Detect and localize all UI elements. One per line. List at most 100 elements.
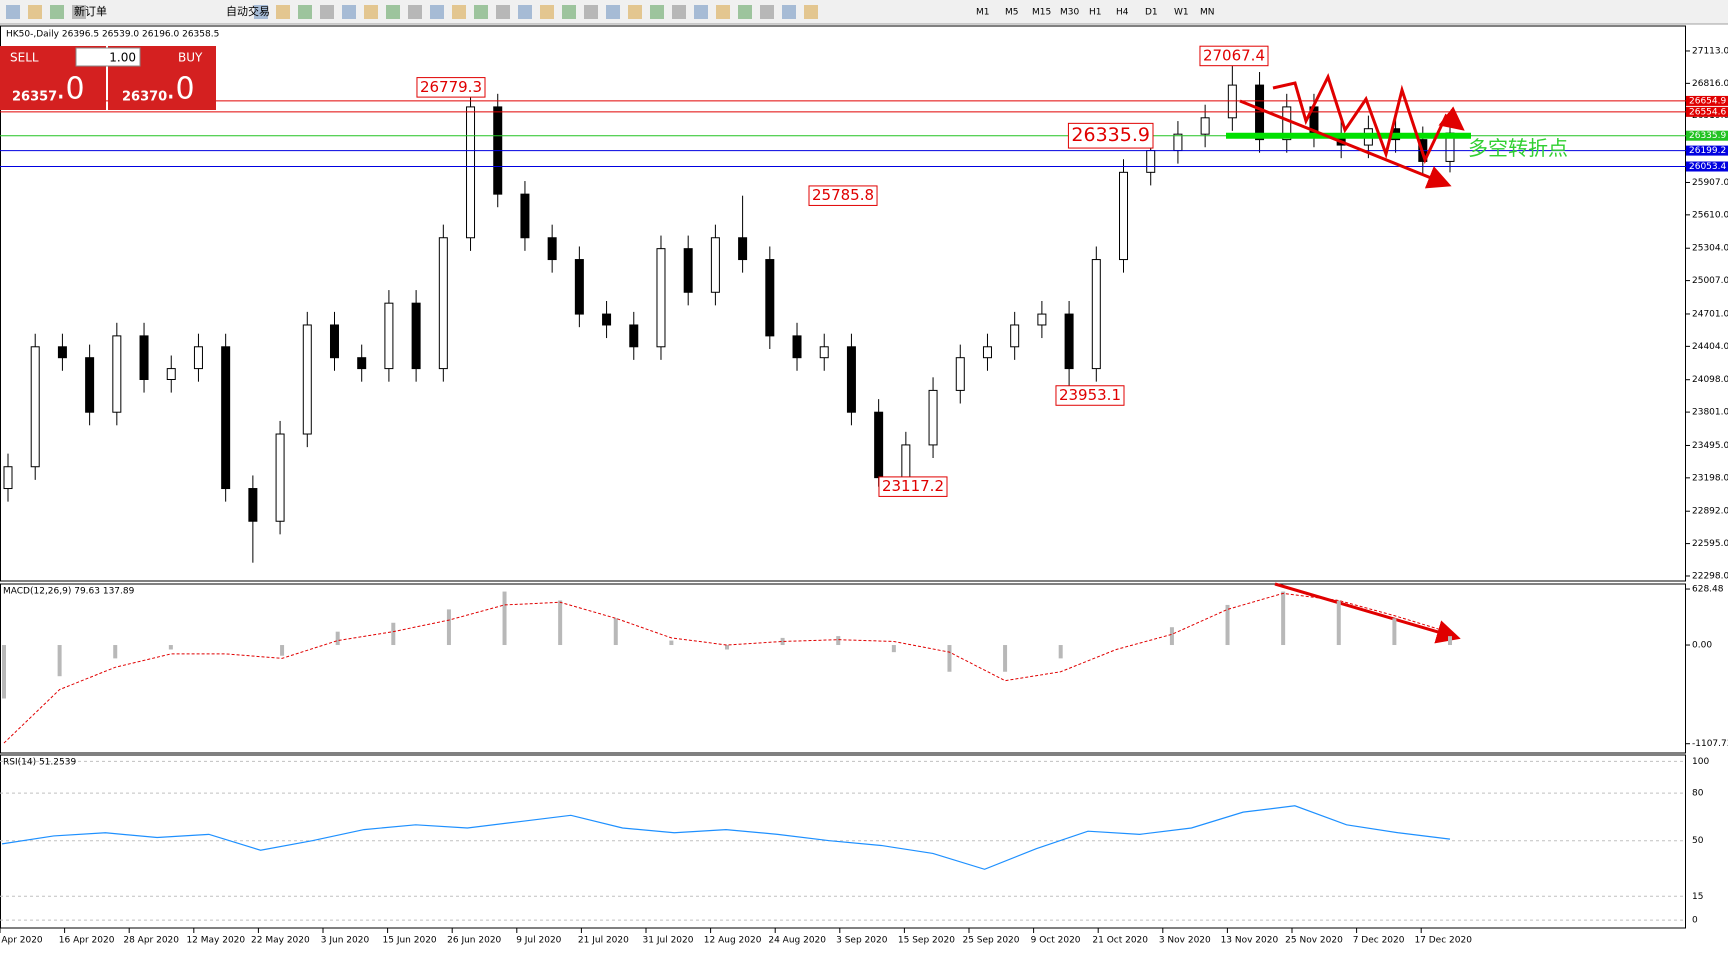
candle-body: [30, 346, 40, 468]
toolbar-icon[interactable]: [386, 5, 400, 19]
timeframe-button[interactable]: M5: [1005, 8, 1019, 18]
y-tick-label: 22595.0: [1692, 539, 1728, 549]
toolbar-icon[interactable]: [276, 5, 290, 19]
toolbar-icon[interactable]: [72, 5, 86, 19]
candle-body: [1173, 133, 1183, 152]
y-tick-label: 27113.0: [1692, 46, 1728, 56]
y-tick-label: 80: [1692, 789, 1704, 799]
toolbar-icon[interactable]: [606, 5, 620, 19]
timeframe-button[interactable]: W1: [1174, 8, 1189, 18]
timeframe-button[interactable]: M30: [1060, 8, 1079, 18]
toolbar-icon[interactable]: [628, 5, 642, 19]
macd-bar: [1169, 627, 1174, 646]
macd-bar: [1003, 645, 1008, 672]
lot-input[interactable]: [75, 47, 141, 67]
lot-value[interactable]: 1.00: [109, 51, 136, 65]
candle-body: [982, 346, 992, 359]
turning-text: 多空转折点: [1468, 136, 1568, 160]
candle-body: [112, 335, 122, 413]
toolbar-icon[interactable]: [650, 5, 664, 19]
candle-body: [85, 357, 95, 413]
candle-body: [1091, 259, 1101, 370]
toolbar-icon[interactable]: [694, 5, 708, 19]
toolbar-button[interactable]: 自动交易: [226, 4, 270, 18]
toolbar-icon[interactable]: [364, 5, 378, 19]
toolbar-icon[interactable]: [540, 5, 554, 19]
price-label: 23953.1: [1059, 386, 1121, 404]
toolbar-icon[interactable]: [672, 5, 686, 19]
timeframe-button[interactable]: M15: [1032, 8, 1051, 18]
macd-label: MACD(12,26,9) 79.63 137.89: [3, 587, 135, 597]
sell-price: 26357: [12, 90, 57, 105]
toolbar-icon[interactable]: [760, 5, 774, 19]
y-tick-label: 23801.0: [1692, 408, 1728, 418]
candle-body: [3, 466, 13, 490]
candle-body: [466, 106, 476, 239]
toolbar-icon[interactable]: [6, 5, 20, 19]
buy-price-frac: .0: [166, 72, 195, 107]
toolbar-icon[interactable]: [430, 5, 444, 19]
rsi-line: [1, 805, 1451, 870]
toolbar-icon[interactable]: [50, 5, 64, 19]
candle-body: [955, 357, 965, 391]
candle-body: [574, 259, 584, 315]
toolbar-icon[interactable]: [298, 5, 312, 19]
y-tick-label: 22298.0: [1692, 571, 1728, 581]
date-label: 3 Nov 2020: [1159, 936, 1211, 946]
toolbar-icon[interactable]: [562, 5, 576, 19]
macd-bar: [57, 645, 62, 677]
candle-body: [193, 346, 203, 370]
date-label: 25 Sep 2020: [962, 936, 1019, 946]
sell-button[interactable]: SELL: [10, 51, 39, 65]
symbol-header: HK50-,Daily 26396.5 26539.0 26196.0 2635…: [6, 30, 219, 40]
toolbar-icon[interactable]: [254, 5, 268, 19]
buy-button[interactable]: BUY: [178, 51, 203, 65]
timeframe-button[interactable]: D1: [1145, 8, 1158, 18]
toolbar-icon[interactable]: [804, 5, 818, 19]
toolbar-icon[interactable]: [738, 5, 752, 19]
toolbar-icon[interactable]: [716, 5, 730, 19]
timeframe-button[interactable]: H4: [1116, 8, 1129, 18]
toolbar-icon[interactable]: [320, 5, 334, 19]
y-tick-label: 0.00: [1692, 641, 1712, 651]
timeframe-button[interactable]: M1: [976, 8, 990, 18]
timeframe-button[interactable]: MN: [1200, 8, 1215, 18]
price-label: 25785.8: [812, 186, 874, 204]
candle-body: [819, 346, 829, 359]
rsi-label: RSI(14) 51.2539: [3, 758, 76, 768]
date-label: 9 Jul 2020: [516, 936, 561, 946]
candle-body: [1200, 117, 1210, 135]
toolbar-icon[interactable]: [584, 5, 598, 19]
y-tick-label: 23495.0: [1692, 441, 1728, 451]
toolbar-icon[interactable]: [342, 5, 356, 19]
toolbar-button[interactable]: 新订单: [74, 4, 107, 18]
macd-bar: [2, 645, 6, 699]
toolbar-icon[interactable]: [496, 5, 510, 19]
y-tick-label: 100: [1692, 757, 1709, 767]
date-label: 16 Apr 2020: [59, 936, 115, 946]
toolbar-icon[interactable]: [452, 5, 466, 19]
candle-body: [901, 444, 911, 479]
macd-bar: [613, 618, 618, 646]
toolbar-icon[interactable]: [782, 5, 796, 19]
level-label: 26199.2: [1689, 146, 1726, 156]
price-label: 23117.2: [882, 477, 944, 495]
candle-body: [248, 488, 258, 522]
panel-frame: [0, 583, 1686, 754]
toolbar-icon[interactable]: [474, 5, 488, 19]
candle-body: [411, 302, 421, 370]
toolbar-icon[interactable]: [518, 5, 532, 19]
macd-bar: [280, 645, 285, 656]
date-label: 13 Nov 2020: [1221, 936, 1279, 946]
candle-body: [928, 389, 938, 446]
toolbar-icon[interactable]: [408, 5, 422, 19]
candle-body: [1119, 171, 1129, 261]
candle-body: [792, 335, 802, 359]
toolbar-icon[interactable]: [28, 5, 42, 19]
timeframe-button[interactable]: H1: [1089, 8, 1102, 18]
candle-body: [629, 324, 639, 348]
macd-bar: [725, 645, 729, 650]
date-label: 9 Oct 2020: [1031, 936, 1081, 946]
candle-body: [57, 346, 67, 359]
